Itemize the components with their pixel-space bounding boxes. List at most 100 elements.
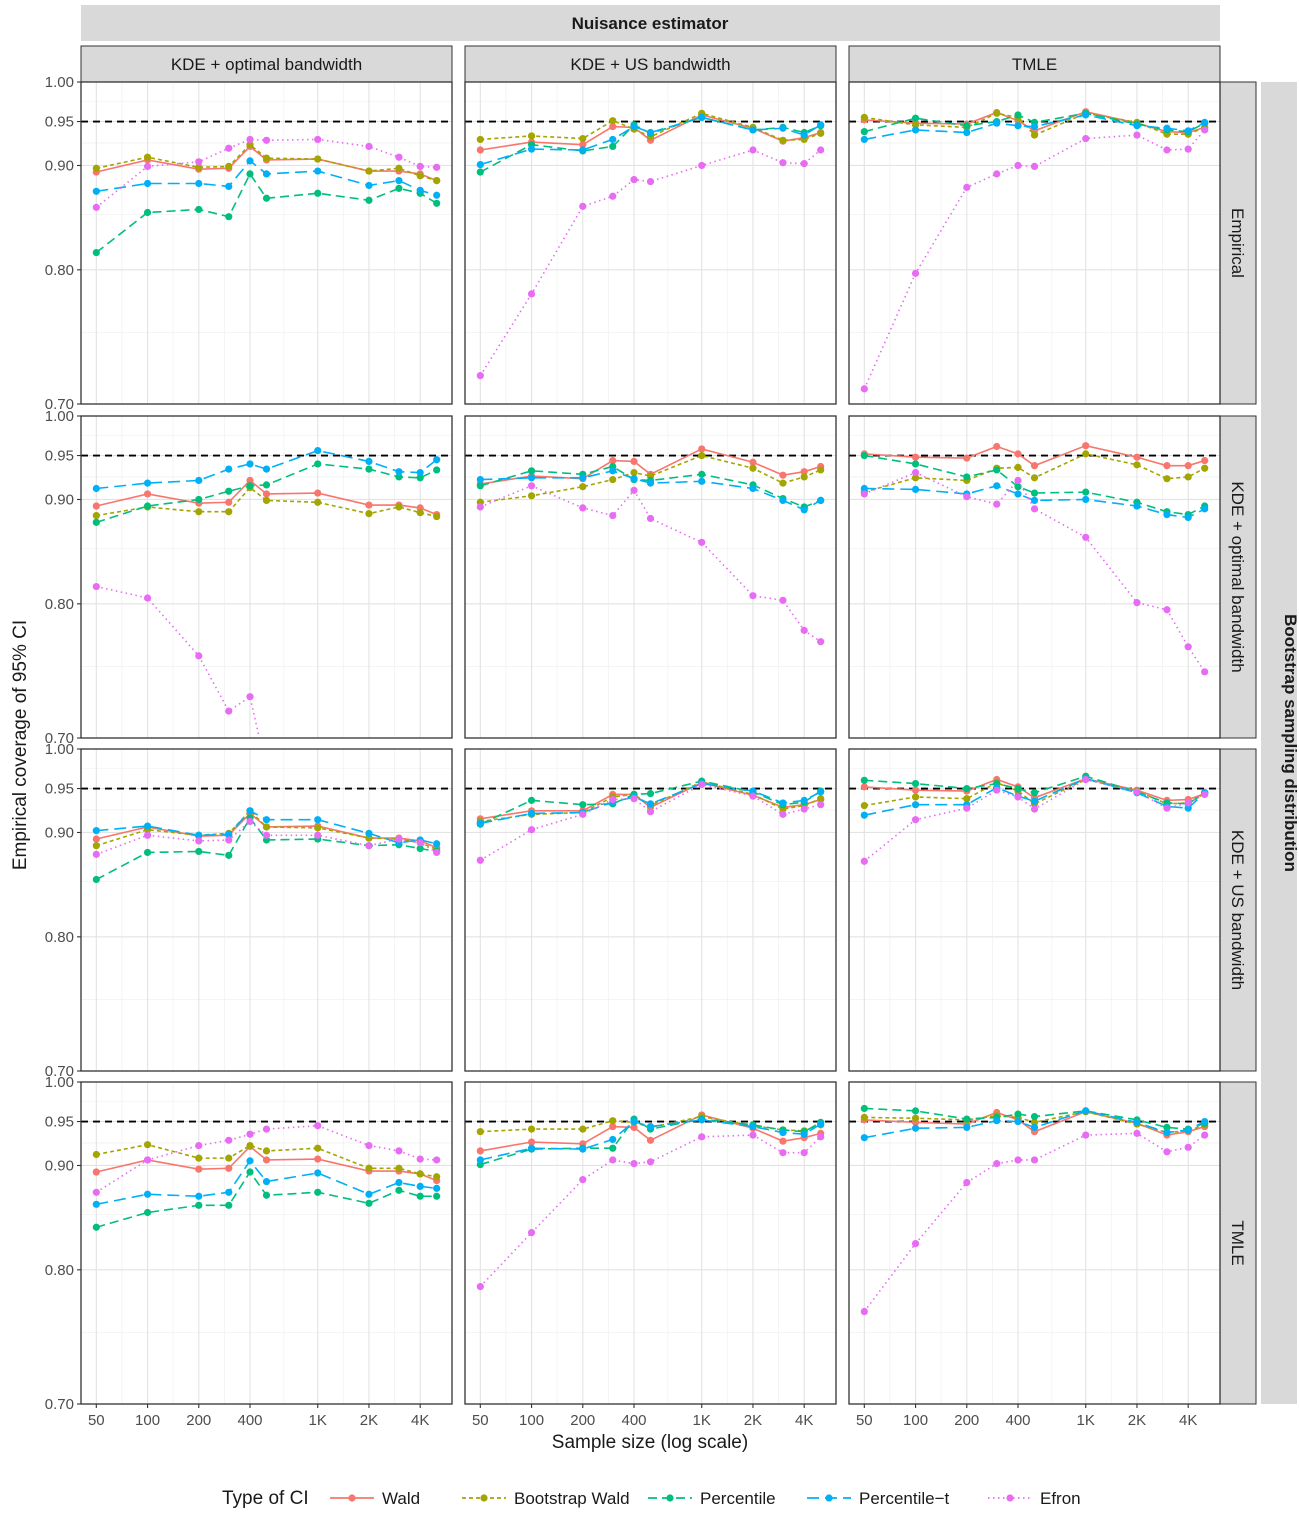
- data-point-bootstrap-wald: [246, 141, 254, 149]
- data-point-wald: [911, 786, 920, 794]
- panel-border: [848, 748, 1221, 1072]
- data-point-percentile-t: [314, 167, 322, 175]
- data-point-percentile: [1163, 1123, 1171, 1132]
- data-point-bootstrap-wald: [1014, 463, 1022, 471]
- data-point-efron: [749, 592, 757, 600]
- data-point-bootstrap-wald: [527, 132, 536, 140]
- data-point-bootstrap-wald: [92, 842, 100, 850]
- data-point-percentile-t: [262, 1177, 271, 1186]
- data-point-percentile-t: [609, 135, 617, 144]
- data-point-efron: [860, 385, 868, 393]
- data-point-percentile-t: [800, 1130, 808, 1138]
- data-point-efron: [246, 135, 254, 144]
- panel-background: [81, 1082, 452, 1404]
- data-point-percentile-t: [314, 816, 322, 824]
- data-point-efron: [698, 1133, 706, 1141]
- data-point-efron: [1163, 804, 1171, 812]
- data-point-efron: [963, 183, 971, 191]
- data-point-bootstrap-wald: [314, 824, 322, 832]
- panel-background: [849, 416, 1220, 738]
- data-point-percentile: [314, 189, 322, 197]
- y-tick-label: 0.95: [45, 781, 74, 798]
- panel-empirical-kde-optimal-bandwidth: 0.70 0.80 0.90 0.95 1.00: [45, 74, 453, 413]
- series-line-efron: [95, 1124, 437, 1193]
- data-point-efron: [395, 153, 403, 161]
- data-point-efron: [92, 850, 100, 858]
- data-point-efron: [476, 856, 484, 864]
- data-point-percentile-t: [1201, 505, 1209, 513]
- x-tick-label: 2K: [744, 1412, 762, 1429]
- data-point-efron: [262, 136, 271, 144]
- data-point-percentile: [365, 465, 373, 473]
- data-point-percentile-t: [630, 122, 638, 131]
- data-point-percentile-t: [817, 496, 825, 505]
- data-point-percentile: [1014, 111, 1022, 119]
- data-point-efron: [749, 792, 757, 800]
- data-point-efron: [817, 801, 825, 809]
- data-point-efron: [993, 786, 1001, 794]
- data-point-efron: [433, 848, 441, 857]
- y-axis-title: Empirical coverage of 95% CI: [10, 620, 31, 870]
- data-point-wald: [800, 468, 808, 476]
- data-point-percentile-t: [1014, 1117, 1022, 1126]
- data-point-percentile-t: [225, 182, 233, 190]
- data-point-wald: [579, 141, 587, 149]
- data-point-bootstrap-wald: [365, 1164, 373, 1172]
- data-point-percentile: [1030, 1112, 1039, 1121]
- data-point-efron: [646, 808, 655, 816]
- data-point-percentile-t: [527, 474, 536, 482]
- data-point-percentile-t: [1184, 1126, 1192, 1134]
- panel-border: [464, 81, 837, 405]
- series-line-bootstrap-wald: [480, 454, 821, 504]
- data-point-bootstrap-wald: [779, 479, 787, 487]
- data-point-efron: [1030, 162, 1039, 171]
- data-point-wald: [609, 1122, 617, 1131]
- row-strip-tmle: [1219, 1081, 1257, 1405]
- data-point-efron: [609, 511, 617, 520]
- data-point-percentile-t: [749, 126, 757, 134]
- panel-border: [464, 415, 837, 739]
- series-line-percentile: [864, 454, 1206, 516]
- data-point-percentile: [143, 1208, 152, 1217]
- data-point-percentile: [225, 1201, 233, 1209]
- data-point-percentile-t: [476, 819, 484, 827]
- data-point-wald: [262, 1156, 271, 1164]
- data-point-efron: [579, 1176, 587, 1184]
- data-point-bootstrap-wald: [433, 1173, 441, 1181]
- data-point-bootstrap-wald: [817, 129, 825, 137]
- data-point-percentile-t: [779, 1128, 787, 1137]
- x-tick-label: 50: [856, 1412, 873, 1429]
- data-point-percentile-t: [433, 191, 441, 199]
- row-facet-title: Bootstrap sampling distribution: [1281, 614, 1299, 872]
- panel-border: [848, 415, 1221, 739]
- data-point-wald: [92, 835, 100, 843]
- x-tick-label: 100: [903, 1412, 928, 1429]
- data-point-percentile: [395, 184, 403, 192]
- panel-data: [92, 1122, 441, 1231]
- data-point-bootstrap-wald: [195, 163, 203, 171]
- data-point-percentile-t: [800, 506, 808, 514]
- panel-border: [80, 1081, 453, 1405]
- data-point-percentile-t: [646, 128, 655, 137]
- data-point-percentile: [911, 1107, 920, 1115]
- data-point-percentile: [433, 1192, 441, 1200]
- data-point-efron: [1201, 126, 1209, 134]
- data-point-percentile-t: [1133, 122, 1141, 130]
- data-point-percentile-t: [476, 1156, 484, 1164]
- data-point-percentile-t: [609, 1135, 617, 1144]
- data-point-percentile: [993, 466, 1001, 474]
- data-point-bootstrap-wald: [1163, 475, 1171, 483]
- x-tick-label: 400: [1005, 1412, 1030, 1429]
- data-point-efron: [416, 162, 424, 171]
- data-point-efron: [365, 1141, 373, 1150]
- data-point-efron: [1030, 805, 1039, 813]
- data-point-bootstrap-wald: [314, 498, 322, 506]
- legend-label-percentile: Percentile: [700, 1489, 776, 1508]
- data-point-efron: [527, 1229, 536, 1237]
- data-point-percentile-t: [911, 1124, 920, 1132]
- panel-data: [860, 1104, 1209, 1316]
- panel-data: [476, 109, 825, 380]
- x-tick-label: 400: [621, 1412, 646, 1429]
- column-strip-kde-optimal-bandwidth: [80, 45, 453, 83]
- data-point-percentile-t: [395, 176, 403, 185]
